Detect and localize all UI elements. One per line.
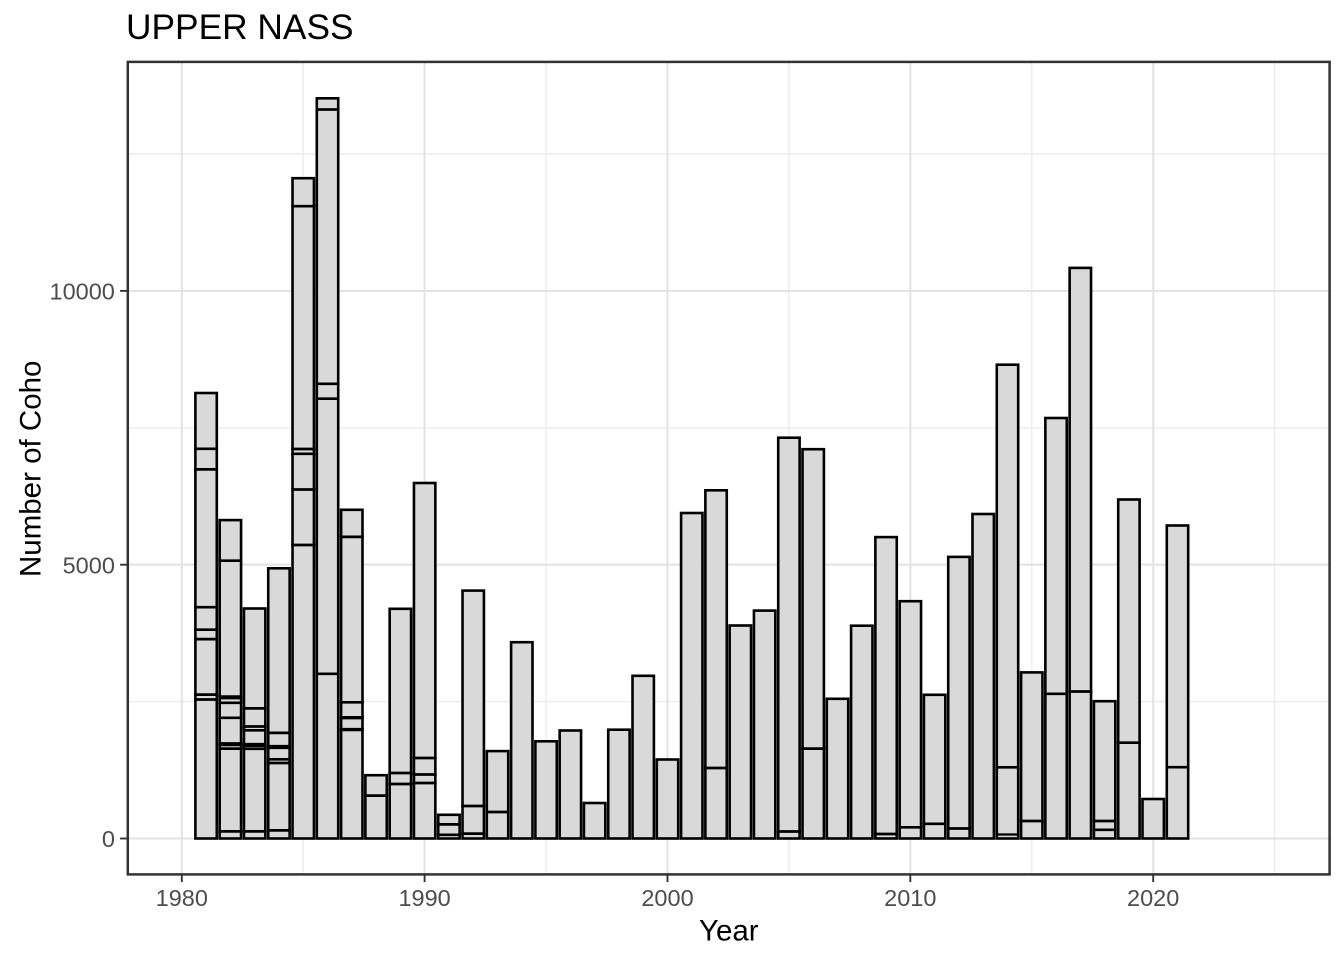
svg-text:5000: 5000 [63,552,115,578]
svg-text:Year: Year [699,914,759,947]
svg-text:1990: 1990 [398,885,450,911]
svg-text:2010: 2010 [884,885,936,911]
svg-text:2020: 2020 [1127,885,1179,911]
svg-text:10000: 10000 [50,279,115,305]
svg-text:2000: 2000 [641,885,693,911]
svg-text:Number of Coho: Number of Coho [15,361,48,577]
svg-text:UPPER NASS: UPPER NASS [126,8,354,47]
svg-text:0: 0 [102,826,115,852]
svg-text:1980: 1980 [156,885,208,911]
